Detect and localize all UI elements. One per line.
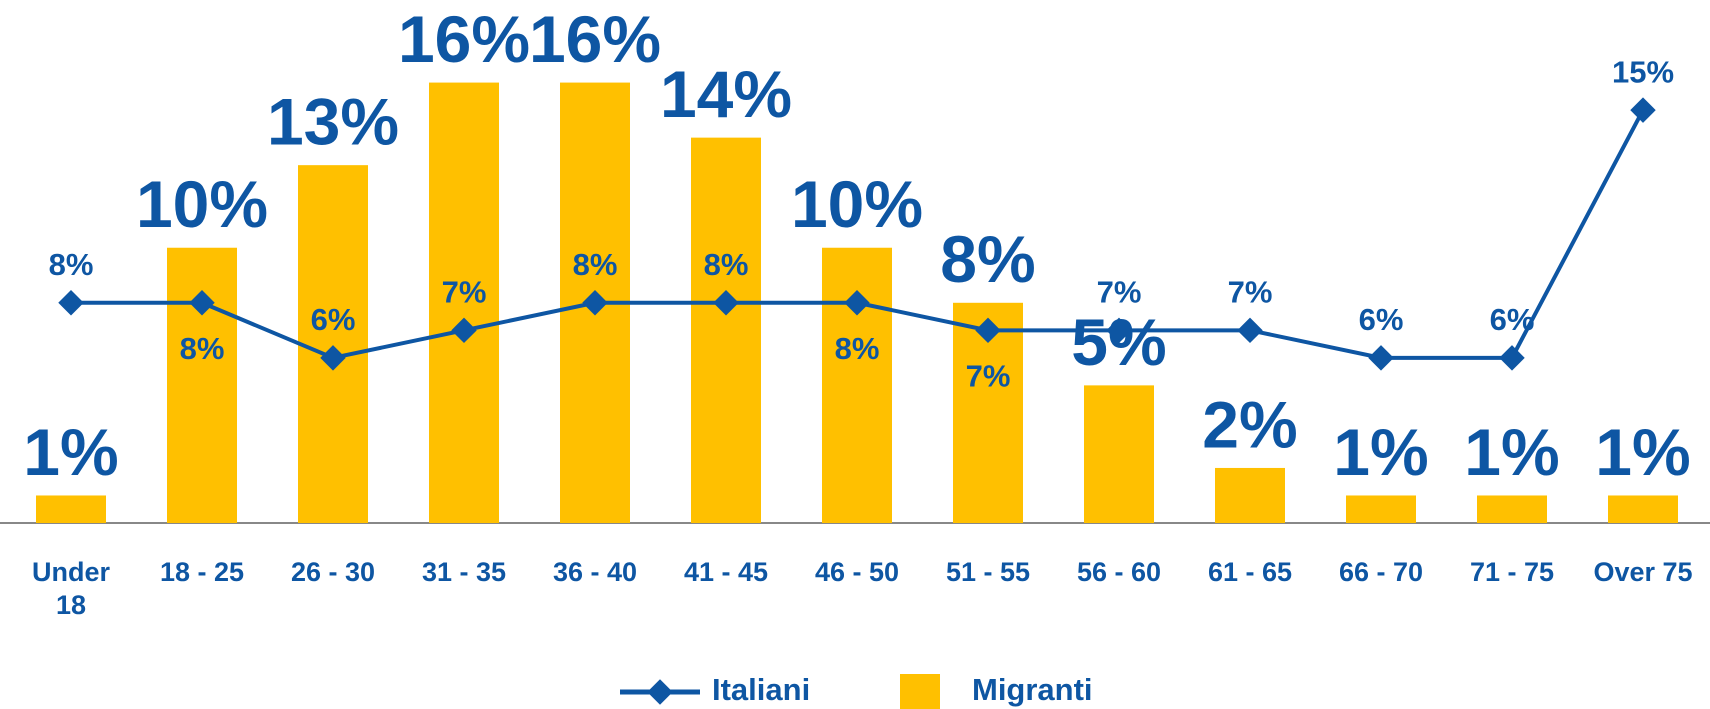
x-tick-label: 56 - 60 xyxy=(1076,557,1162,587)
bar-label: 13% xyxy=(267,85,399,159)
bar xyxy=(1215,467,1285,523)
bar xyxy=(1608,495,1678,523)
bar xyxy=(167,247,237,523)
bar-label: 16% xyxy=(529,2,661,76)
bar-label: 10% xyxy=(791,167,923,241)
line-label: 8% xyxy=(704,247,749,282)
bar xyxy=(298,165,368,523)
bar-label: 14% xyxy=(660,57,792,131)
line-label: 8% xyxy=(180,331,225,366)
x-tick-label: 61 - 65 xyxy=(1207,557,1293,587)
line-label: 7% xyxy=(966,359,1011,394)
legend-marker xyxy=(647,679,673,705)
marker xyxy=(1499,345,1525,371)
line-label: 8% xyxy=(49,247,94,282)
bar-label: 10% xyxy=(136,167,268,241)
marker xyxy=(58,290,84,316)
bar xyxy=(36,495,106,523)
line-label: 7% xyxy=(1228,275,1273,310)
marker xyxy=(451,317,477,344)
marker xyxy=(1237,317,1263,344)
x-tick-label: 26 - 30 xyxy=(290,557,376,587)
line-label: 15% xyxy=(1612,54,1674,89)
marker xyxy=(975,317,1001,344)
x-tick-label: 66 - 70 xyxy=(1338,557,1424,587)
legend-label: Migranti xyxy=(972,672,1093,707)
line-label: 8% xyxy=(573,247,618,282)
marker xyxy=(1368,345,1394,371)
x-tick-label: 18 - 25 xyxy=(159,557,245,587)
bar xyxy=(1084,385,1154,523)
bar-label: 1% xyxy=(1333,415,1428,489)
bar-label: 1% xyxy=(1464,415,1559,489)
marker xyxy=(844,290,870,316)
bar-label: 8% xyxy=(940,222,1035,296)
marker xyxy=(713,290,739,316)
bar-label: 1% xyxy=(23,415,118,489)
line-label: 6% xyxy=(311,302,356,337)
bar xyxy=(822,247,892,523)
bar-label: 1% xyxy=(1595,415,1690,489)
line-label: 6% xyxy=(1490,302,1535,337)
x-tick-label: 31 - 35 xyxy=(421,557,507,587)
x-tick-label: Over 75 xyxy=(1593,557,1693,587)
line-label: 6% xyxy=(1359,302,1404,337)
x-tick-label: 46 - 50 xyxy=(814,557,900,587)
marker xyxy=(320,345,346,371)
bar xyxy=(1477,495,1547,523)
x-tick-label: 41 - 45 xyxy=(683,557,769,587)
x-tick-label: 71 - 75 xyxy=(1469,557,1555,587)
line-label: 7% xyxy=(1097,275,1142,310)
bar xyxy=(691,137,761,523)
marker xyxy=(189,290,215,316)
bar-label: 2% xyxy=(1202,387,1297,461)
line-label: 8% xyxy=(835,331,880,366)
bar xyxy=(1346,495,1416,523)
x-tick-label: Under 18 xyxy=(31,557,110,620)
line-label: 7% xyxy=(442,275,487,310)
marker xyxy=(582,290,608,316)
bar xyxy=(429,82,499,523)
legend-label: Italiani xyxy=(712,672,810,707)
bar-label: 16% xyxy=(398,2,530,76)
marker xyxy=(1630,97,1656,123)
legend-swatch xyxy=(900,674,940,709)
x-tick-label: 51 - 55 xyxy=(945,557,1031,587)
x-tick-label: 36 - 40 xyxy=(552,557,638,587)
